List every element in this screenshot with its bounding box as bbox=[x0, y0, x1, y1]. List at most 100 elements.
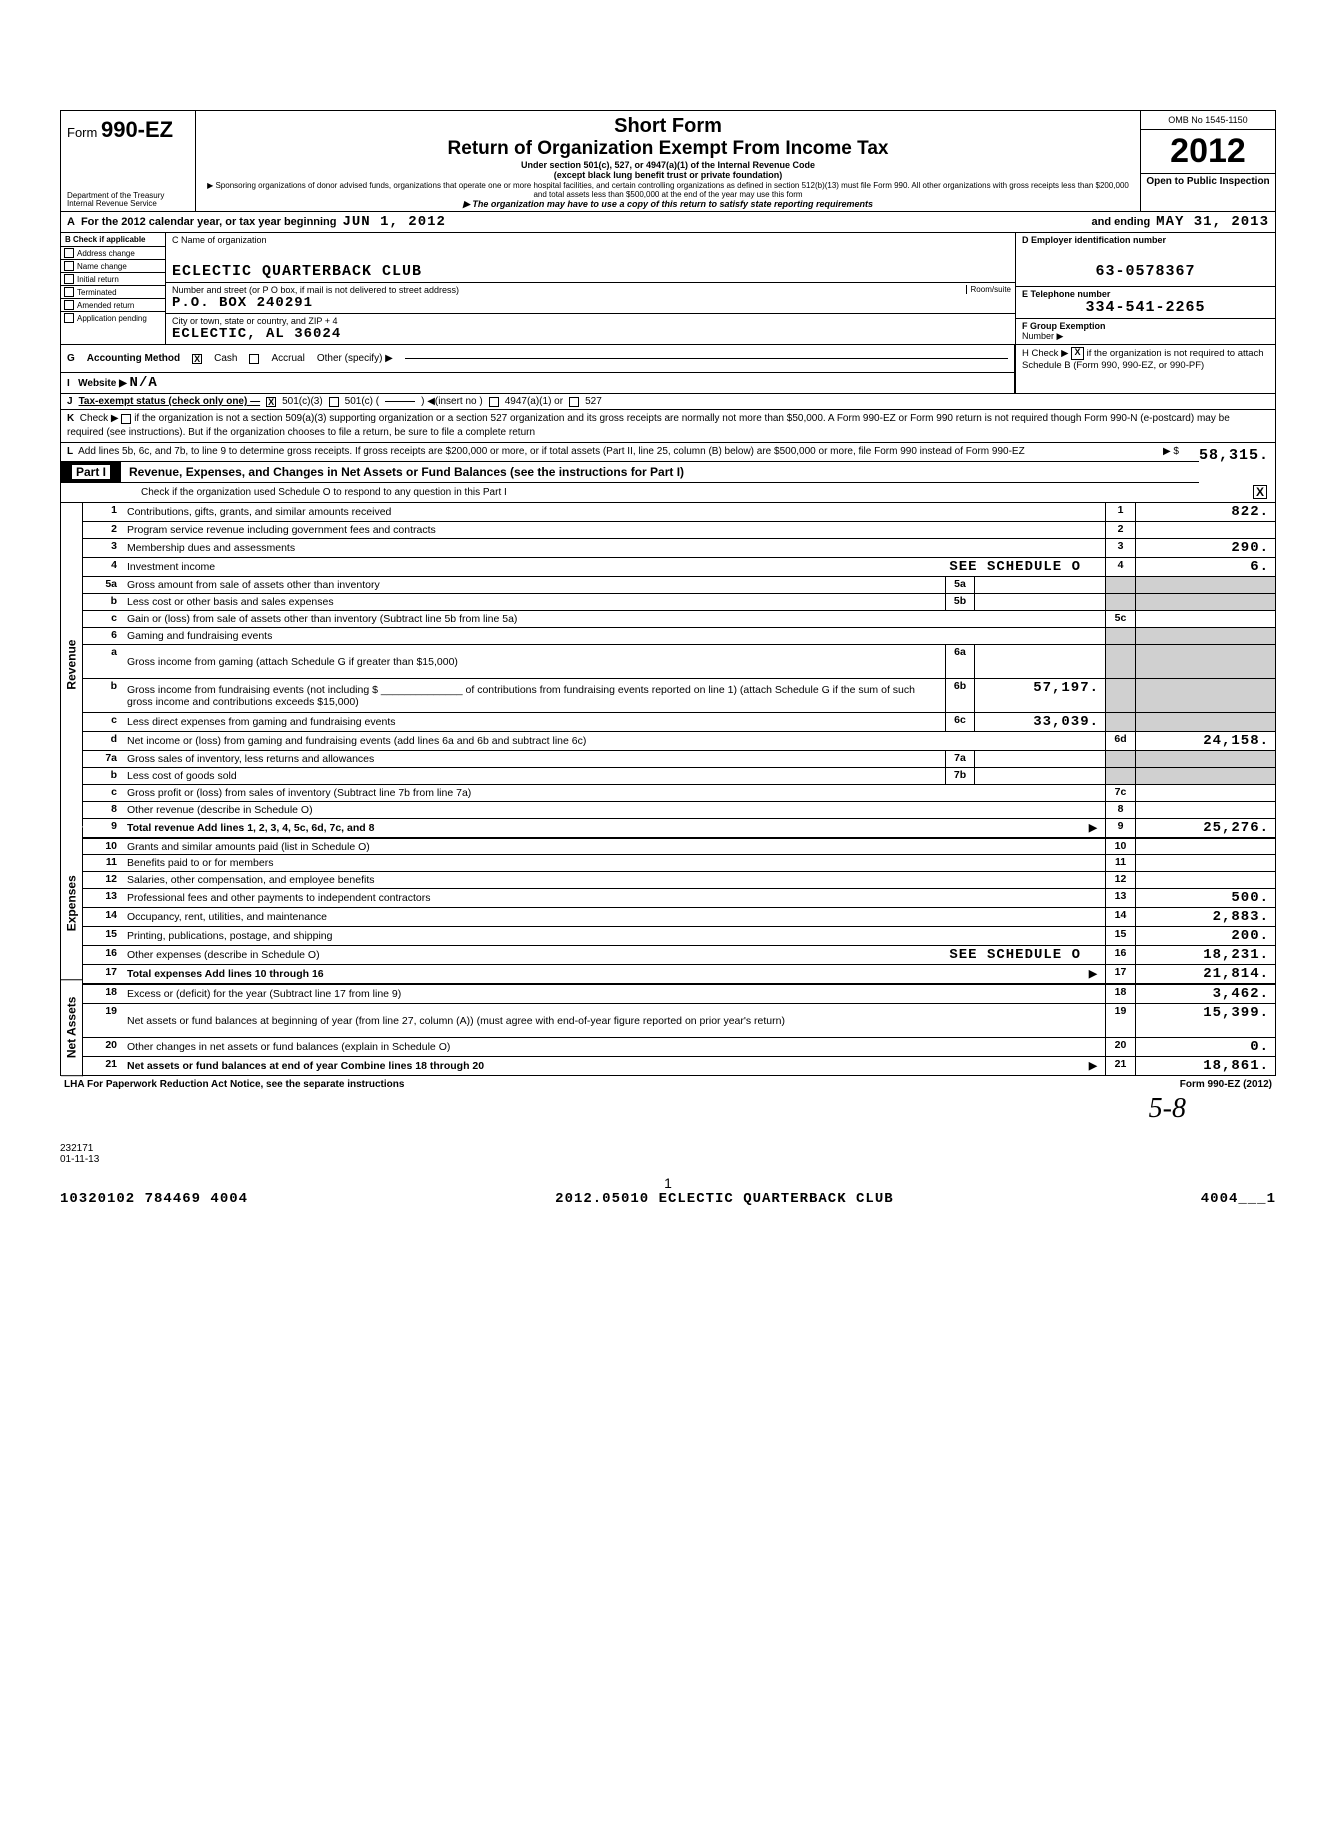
chk-address-change[interactable]: Address change bbox=[61, 246, 165, 259]
end-val bbox=[1135, 839, 1275, 854]
ein-label: D Employer identification number bbox=[1022, 235, 1166, 245]
row-num: 21 bbox=[83, 1057, 123, 1075]
org-name-block: C Name of organization ECLECTIC QUARTERB… bbox=[166, 233, 1015, 283]
end-num: 14 bbox=[1105, 908, 1135, 926]
part1-tab: Part I bbox=[61, 462, 121, 482]
chk-schedule-b[interactable] bbox=[1071, 347, 1084, 360]
row-desc: Professional fees and other payments to … bbox=[123, 889, 1105, 907]
end-num: 9 bbox=[1105, 819, 1135, 837]
row-desc: Gross profit or (loss) from sales of inv… bbox=[123, 785, 1105, 801]
chk-pending[interactable]: Application pending bbox=[61, 311, 165, 324]
end-val bbox=[1135, 645, 1275, 678]
line-a: A For the 2012 calendar year, or tax yea… bbox=[61, 212, 1275, 233]
ledger-row: 16 Other expenses (describe in Schedule … bbox=[83, 946, 1275, 965]
chk-4947[interactable] bbox=[489, 397, 499, 407]
row-desc: Net income or (loss) from gaming and fun… bbox=[123, 732, 1105, 750]
tax-year: 2012 bbox=[1141, 130, 1275, 174]
row-desc: Gross sales of inventory, less returns a… bbox=[123, 751, 945, 767]
gross-receipts-amt: 58,315. bbox=[1199, 445, 1269, 466]
code2: 01-11-13 bbox=[60, 1154, 1276, 1165]
lha-notice: LHA For Paperwork Reduction Act Notice, … bbox=[64, 1079, 404, 1090]
mid-num: 5b bbox=[945, 594, 975, 610]
ledger-row: 15 Printing, publications, postage, and … bbox=[83, 927, 1275, 946]
chk-name-change[interactable]: Name change bbox=[61, 259, 165, 272]
ledger-row: 17 Total expenses Add lines 10 through 1… bbox=[83, 965, 1275, 984]
end-num: 17 bbox=[1105, 965, 1135, 983]
mid-num: 6a bbox=[945, 645, 975, 678]
end-val: 15,399. bbox=[1135, 1004, 1275, 1037]
mid-val bbox=[975, 751, 1105, 767]
row-num: 8 bbox=[83, 802, 123, 818]
501c3-label: 501(c)(3) bbox=[282, 396, 323, 407]
row-desc: Program service revenue including govern… bbox=[123, 522, 1105, 538]
checkbox-icon bbox=[64, 248, 74, 258]
row-desc: Investment incomeSEE SCHEDULE O bbox=[123, 558, 1105, 576]
chk-amended[interactable]: Amended return bbox=[61, 298, 165, 311]
row-desc: Other changes in net assets or fund bala… bbox=[123, 1038, 1105, 1056]
ledger-row: 19 Net assets or fund balances at beginn… bbox=[83, 1004, 1275, 1038]
phone: 334-541-2265 bbox=[1022, 299, 1269, 316]
row-num: b bbox=[83, 768, 123, 784]
part1-sub: Check if the organization used Schedule … bbox=[61, 483, 1275, 503]
chk-cash[interactable] bbox=[192, 354, 202, 364]
chk-terminated[interactable]: Terminated bbox=[61, 285, 165, 298]
ledger-row: 20 Other changes in net assets or fund b… bbox=[83, 1038, 1275, 1057]
ledger-row: a Gross income from gaming (attach Sched… bbox=[83, 645, 1275, 679]
chk-501c[interactable] bbox=[329, 397, 339, 407]
chk-schedule-o[interactable] bbox=[1253, 485, 1267, 499]
page-number: 1 bbox=[60, 1175, 1276, 1191]
subtitle1: Under section 501(c), 527, or 4947(a)(1)… bbox=[202, 160, 1134, 170]
other-specify-line[interactable] bbox=[405, 358, 1008, 359]
end-val: 0. bbox=[1135, 1038, 1275, 1056]
row-num: 6 bbox=[83, 628, 123, 644]
form-ref: Form 990-EZ (2012) bbox=[1180, 1079, 1272, 1090]
end-num: 15 bbox=[1105, 927, 1135, 945]
col-c: C Name of organization ECLECTIC QUARTERB… bbox=[166, 233, 1015, 344]
chk-accrual[interactable] bbox=[249, 354, 259, 364]
btm-mid: 2012.05010 ECLECTIC QUARTERBACK CLUB bbox=[555, 1191, 893, 1207]
mid-num: 7b bbox=[945, 768, 975, 784]
org-city: ECLECTIC, AL 36024 bbox=[172, 326, 1009, 342]
mid-val bbox=[975, 768, 1105, 784]
line-k: K Check ▶ if the organization is not a s… bbox=[61, 410, 1275, 443]
checkbox-icon bbox=[64, 261, 74, 271]
ledger-row: 3 Membership dues and assessments 3 290. bbox=[83, 539, 1275, 558]
end-val bbox=[1135, 872, 1275, 888]
website: N/A bbox=[130, 375, 158, 391]
ledger: 1 Contributions, gifts, grants, and simi… bbox=[83, 503, 1275, 1076]
end-val bbox=[1135, 594, 1275, 610]
phone-block: E Telephone number 334-541-2265 bbox=[1016, 287, 1275, 319]
ledger-row: 11 Benefits paid to or for members 11 bbox=[83, 855, 1275, 872]
group-exemption-number: Number ▶ bbox=[1022, 331, 1269, 342]
end-num bbox=[1105, 628, 1135, 644]
row-desc: Gross income from gaming (attach Schedul… bbox=[123, 645, 945, 678]
subtitle2: (except black lung benefit trust or priv… bbox=[202, 170, 1134, 180]
org-addr-block: Number and street (or P O box, if mail i… bbox=[166, 283, 1015, 314]
row-num: 16 bbox=[83, 946, 123, 964]
line-i-wrap: I Website ▶ N/A bbox=[61, 373, 1275, 394]
line-g: G Accounting Method Cash Accrual Other (… bbox=[61, 345, 1015, 373]
department: Department of the Treasury Internal Reve… bbox=[67, 192, 189, 210]
chk-527[interactable] bbox=[569, 397, 579, 407]
mid-val bbox=[975, 594, 1105, 610]
line-i: I Website ▶ N/A bbox=[61, 373, 1015, 394]
end-num: 6d bbox=[1105, 732, 1135, 750]
chk-initial-return[interactable]: Initial return bbox=[61, 272, 165, 285]
row-num: 3 bbox=[83, 539, 123, 557]
mid-num: 7a bbox=[945, 751, 975, 767]
end-val: 21,814. bbox=[1135, 965, 1275, 983]
mid-val bbox=[975, 577, 1105, 593]
chk-line-k[interactable] bbox=[121, 414, 131, 424]
arrow-icon: ▶ bbox=[1089, 1060, 1097, 1072]
501c-insert[interactable] bbox=[385, 401, 415, 402]
line-k-text: if the organization is not a section 509… bbox=[67, 413, 1230, 438]
end-num bbox=[1105, 751, 1135, 767]
row-num: 9 bbox=[83, 819, 123, 837]
group-exemption-label: F Group Exemption bbox=[1022, 321, 1106, 331]
end-num: 11 bbox=[1105, 855, 1135, 871]
row-desc: Less cost of goods sold bbox=[123, 768, 945, 784]
chk-501c3[interactable] bbox=[266, 397, 276, 407]
chk-label: Application pending bbox=[77, 314, 147, 323]
row-num: 13 bbox=[83, 889, 123, 907]
ledger-row: 7a Gross sales of inventory, less return… bbox=[83, 751, 1275, 768]
